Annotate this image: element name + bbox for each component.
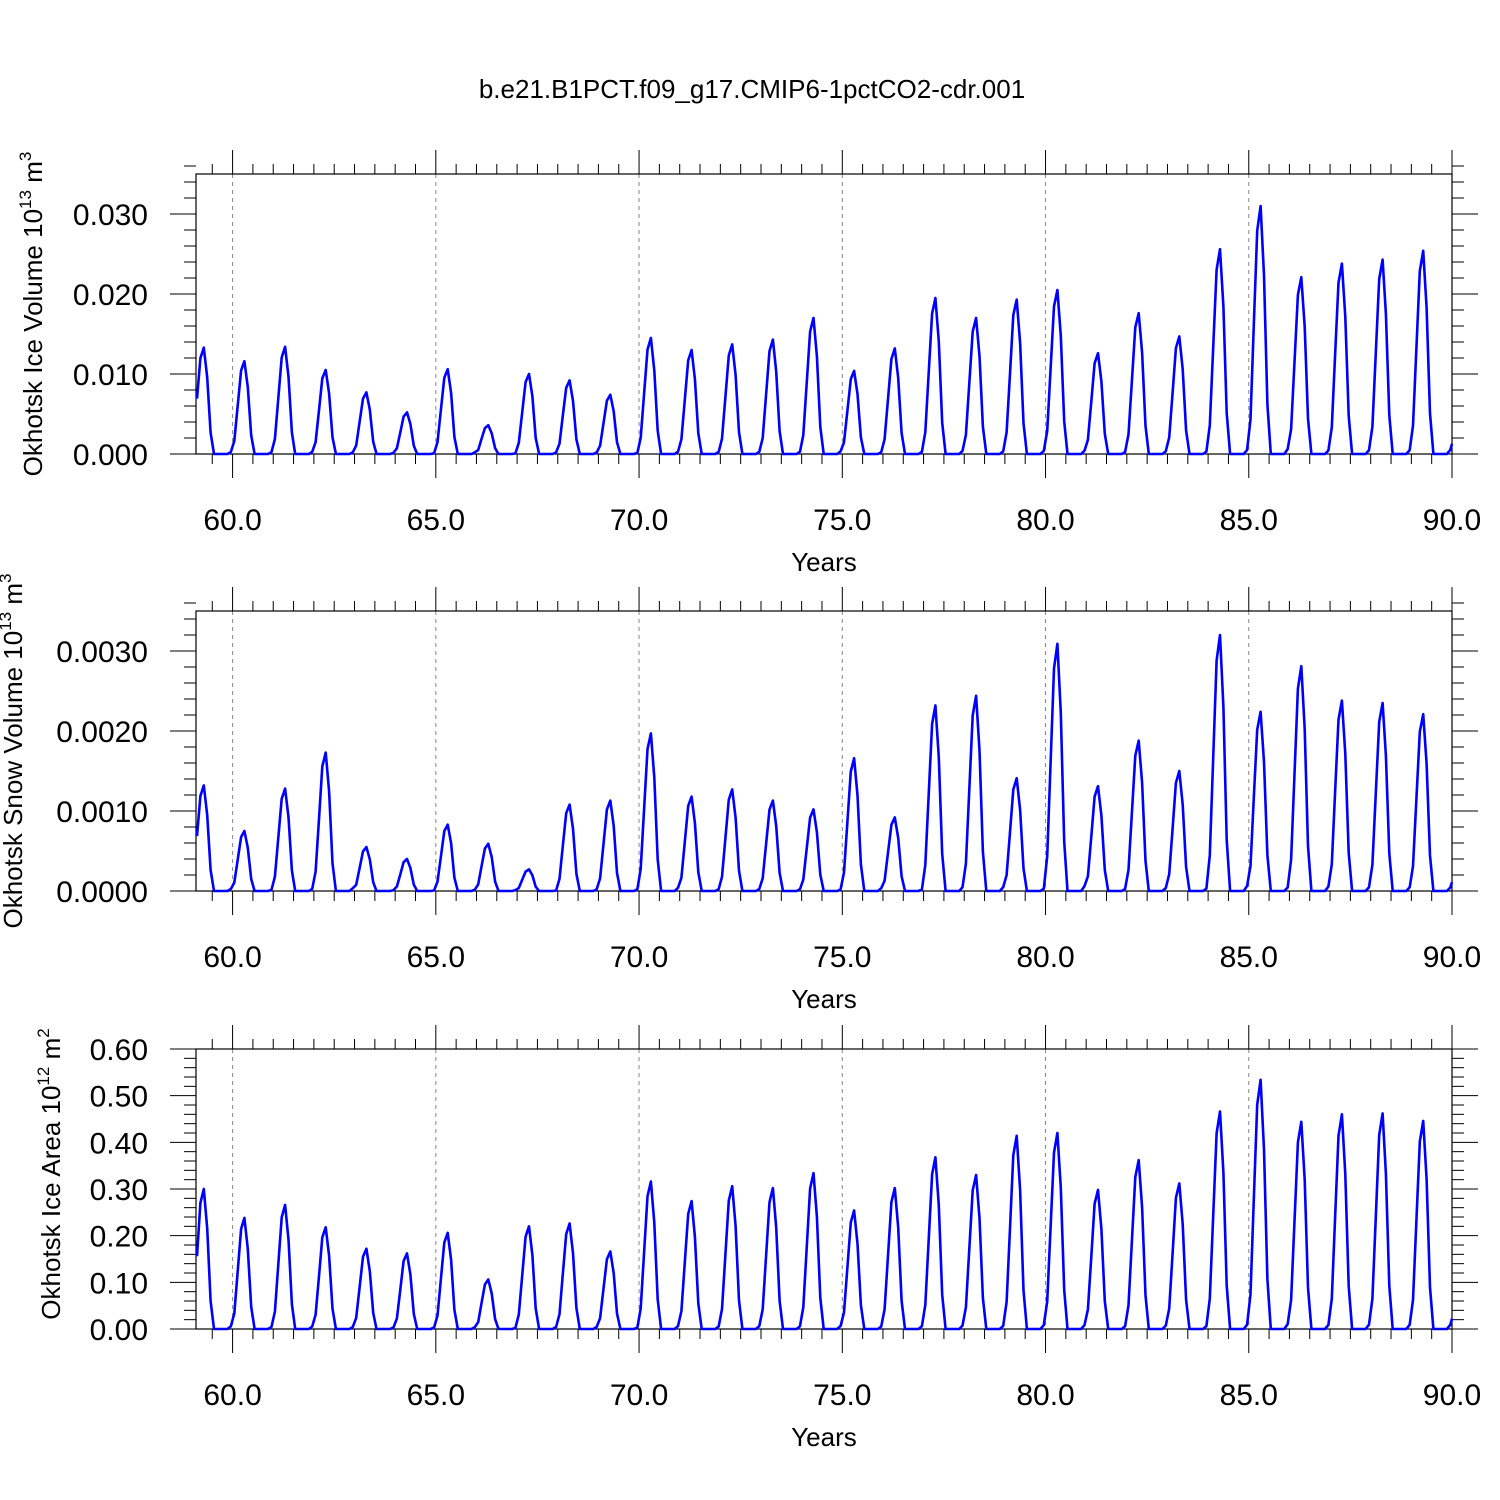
x-tick-label: 85.0: [1220, 504, 1278, 537]
y-tick-label: 0.60: [90, 1034, 148, 1067]
x-tick-label: 80.0: [1016, 1379, 1074, 1412]
series-line: [195, 1078, 1454, 1331]
y-tick-label: 0.10: [90, 1267, 148, 1300]
y-axis-label: Okhotsk Snow Volume 1013 m3: [0, 574, 28, 929]
series-line: [195, 204, 1454, 456]
series-line: [195, 633, 1454, 893]
x-tick-label: 85.0: [1220, 941, 1278, 974]
y-tick-label: 0.50: [90, 1081, 148, 1114]
x-tick-label: 65.0: [407, 504, 465, 537]
y-tick-label: 0.0030: [56, 636, 148, 669]
x-tick-label: 75.0: [813, 1379, 871, 1412]
x-tick-label: 60.0: [203, 1379, 261, 1412]
plot-frame: [195, 173, 1453, 455]
y-axis-label: Okhotsk Ice Volume 1013 m3: [16, 152, 48, 477]
panel-1: 60.0 65.0 70.0 75.0 80.0 85.0 90.0 0.000 0.010 0.…: [16, 150, 1481, 577]
x-tick-label: 70.0: [610, 504, 668, 537]
x-tick-label: 60.0: [203, 941, 261, 974]
x-axis-label: Years: [791, 547, 857, 577]
x-axis-label: Years: [791, 1422, 857, 1452]
x-tick-label: 70.0: [610, 941, 668, 974]
plot-frame: [195, 1048, 1453, 1330]
y-tick-label: 0.020: [73, 279, 148, 312]
y-tick-label: 0.010: [73, 359, 148, 392]
y-tick-label: 0.0020: [56, 716, 148, 749]
x-tick-label: 80.0: [1016, 504, 1074, 537]
y-tick-label: 0.30: [90, 1174, 148, 1207]
y-tick-label: 0.030: [73, 199, 148, 232]
x-tick-label: 70.0: [610, 1379, 668, 1412]
y-tick-label: 0.0000: [56, 876, 148, 909]
y-tick-label: 0.000: [73, 439, 148, 472]
chart-title: b.e21.B1PCT.f09_g17.CMIP6-1pctCO2-cdr.00…: [479, 74, 1025, 104]
y-tick-label: 0.20: [90, 1221, 148, 1254]
y-tick-label: 0.00: [90, 1314, 148, 1347]
y-axis-label: Okhotsk Ice Area 1012 m2: [34, 1028, 66, 1319]
x-tick-label: 75.0: [813, 504, 871, 537]
x-tick-label: 90.0: [1423, 504, 1481, 537]
y-tick-label: 0.40: [90, 1127, 148, 1160]
x-axis-label: Years: [791, 984, 857, 1014]
x-tick-label: 65.0: [407, 1379, 465, 1412]
panel-3: 60.0 65.0 70.0 75.0 80.0 85.0 90.0 0.00 0.10 0.20…: [34, 1025, 1481, 1452]
panels: 60.0 65.0 70.0 75.0 80.0 85.0 90.0 0.000 0.010 0.…: [0, 150, 1481, 1452]
x-tick-label: 85.0: [1220, 1379, 1278, 1412]
x-tick-label: 90.0: [1423, 1379, 1481, 1412]
x-tick-label: 90.0: [1423, 941, 1481, 974]
x-tick-label: 65.0: [407, 941, 465, 974]
x-tick-label: 80.0: [1016, 941, 1074, 974]
y-tick-label: 0.0010: [56, 796, 148, 829]
x-tick-label: 75.0: [813, 941, 871, 974]
x-tick-label: 60.0: [203, 504, 261, 537]
panel-2: 60.0 65.0 70.0 75.0 80.0 85.0 90.0 0.0000 0.0010…: [0, 574, 1481, 1015]
